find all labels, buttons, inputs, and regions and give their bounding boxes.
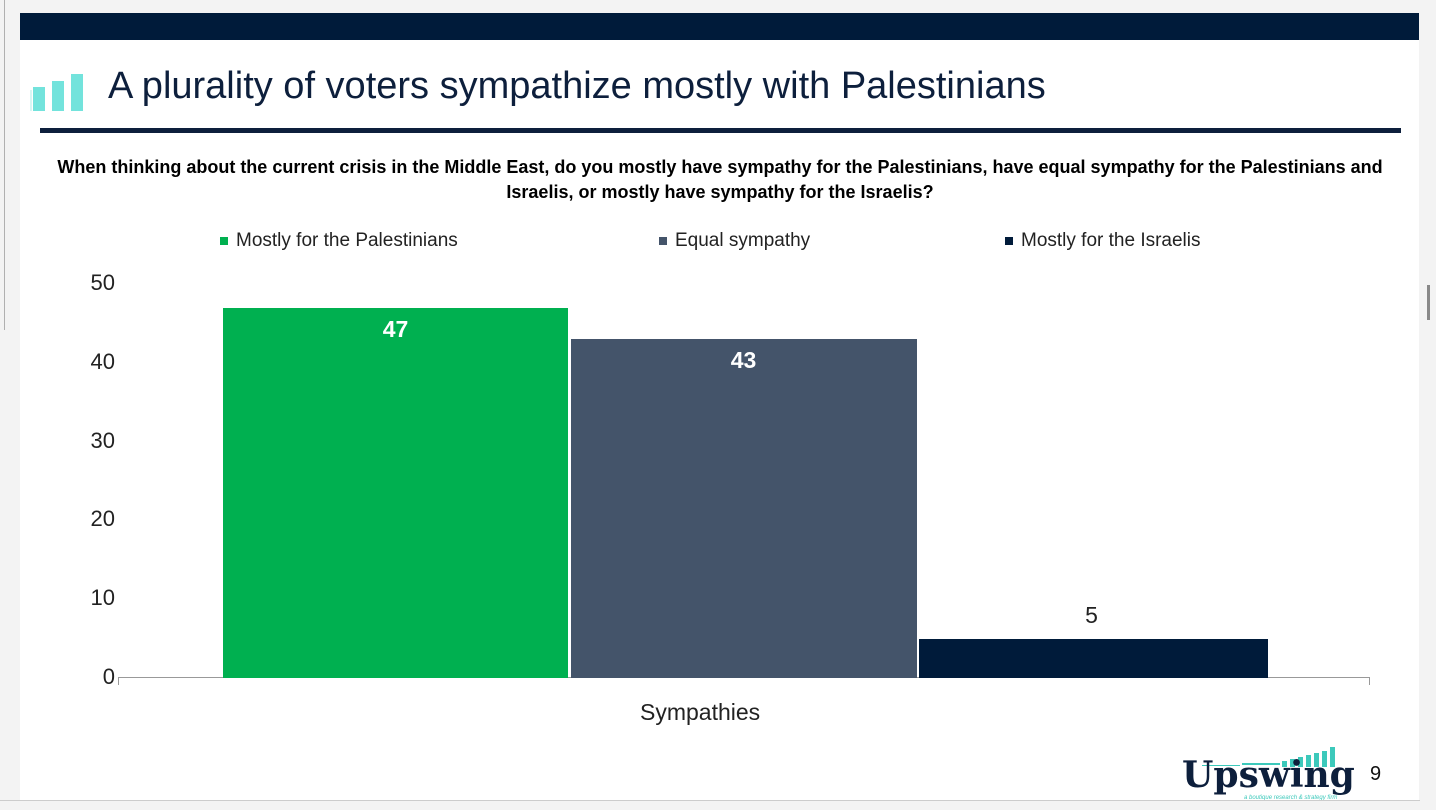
legend-swatch <box>1005 236 1013 245</box>
x-axis-label: Sympathies <box>640 699 761 725</box>
x-tick <box>1369 677 1370 685</box>
legend-swatch <box>220 236 228 245</box>
survey-question: When thinking about the current crisis i… <box>57 157 1383 202</box>
svg-text:a boutique research & strategy: a boutique research & strategy firm <box>1244 795 1337 801</box>
legend-item-equal: Equal sympathy <box>659 230 810 252</box>
bar-chart-icon <box>30 74 83 111</box>
data-label: 47 <box>382 315 409 342</box>
legend-swatch <box>659 236 667 245</box>
y-tick-label: 20 <box>90 506 115 532</box>
bar <box>571 339 917 678</box>
title-divider <box>40 128 1401 133</box>
legend-label: Mostly for the Israelis <box>1021 230 1201 251</box>
bar <box>223 307 568 678</box>
legend-item-palestinians: Mostly for the Palestinians <box>220 230 458 252</box>
legend-label: Mostly for the Palestinians <box>236 230 458 251</box>
x-tick <box>118 677 119 685</box>
y-tick-label: 50 <box>90 270 115 295</box>
y-tick-label: 10 <box>90 585 115 611</box>
y-tick-label: 30 <box>90 427 115 453</box>
data-label: 43 <box>730 347 757 374</box>
legend-label: Equal sympathy <box>675 230 811 251</box>
slide: A plurality of voters sympathize mostly … <box>20 13 1419 801</box>
bar <box>919 638 1268 678</box>
page-number: 9 <box>1370 763 1382 785</box>
bottom-border <box>0 800 1420 801</box>
scrollbar-thumb[interactable] <box>1427 285 1430 320</box>
svg-text:Upswing: Upswing <box>1182 754 1355 796</box>
data-label: 5 <box>1085 601 1098 628</box>
top-banner <box>20 13 1419 40</box>
y-tick-label: 40 <box>90 348 115 374</box>
page-title: A plurality of voters sympathize mostly … <box>108 65 1046 107</box>
upswing-logo: Upswing a boutique research & strategy f… <box>1182 745 1362 810</box>
legend-item-israelis: Mostly for the Israelis <box>1005 230 1201 252</box>
window-edge <box>4 0 5 330</box>
y-tick-label: 0 <box>102 664 115 689</box>
